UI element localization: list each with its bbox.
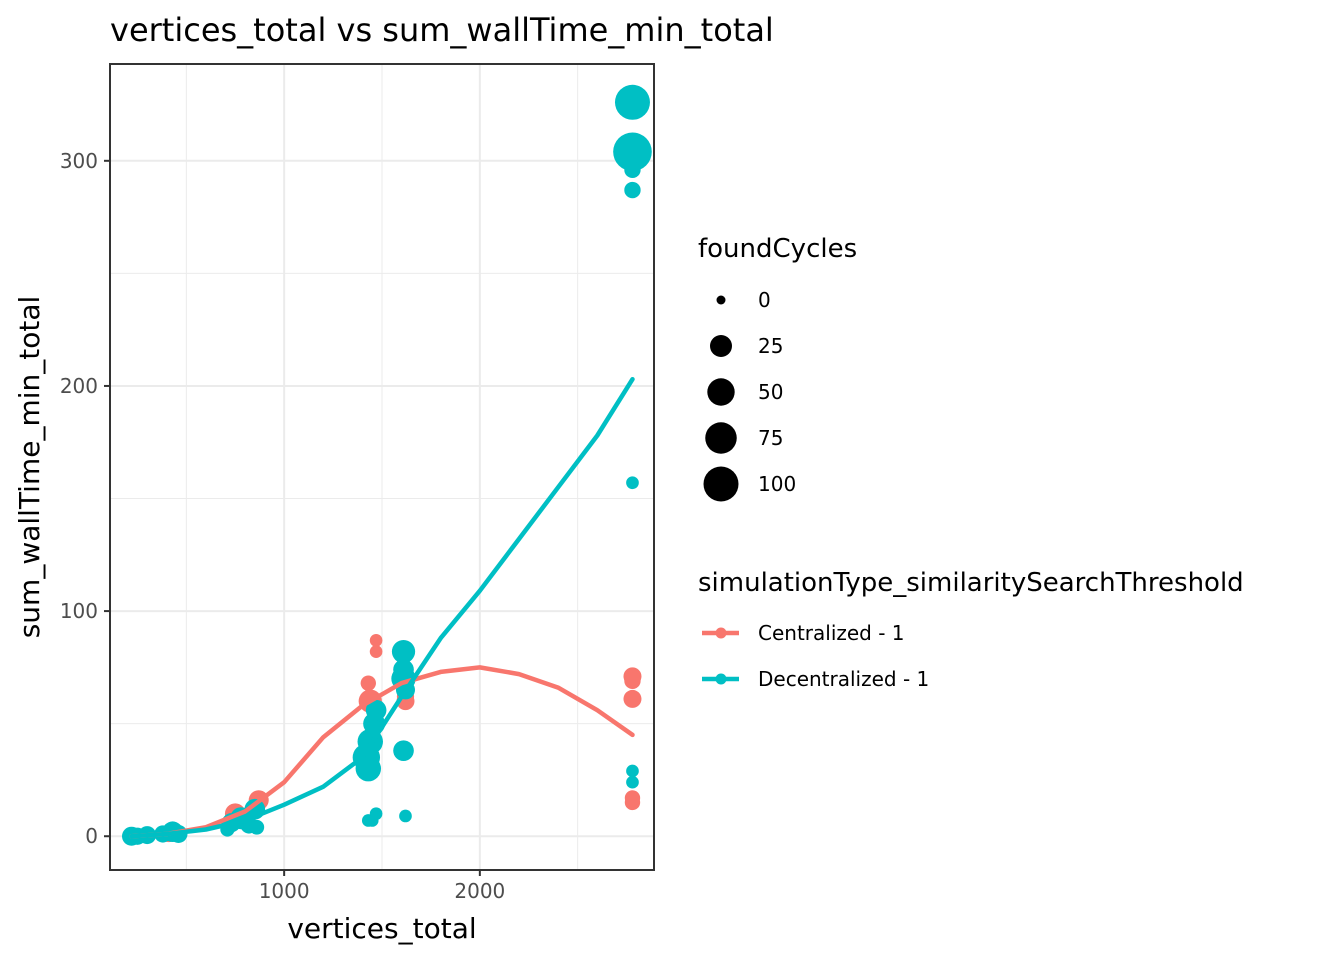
data-point [624, 672, 641, 690]
data-point [355, 755, 382, 782]
data-point [393, 740, 414, 761]
size-legend-label: 50 [758, 380, 783, 404]
size-legend-key [707, 378, 735, 406]
trend-lines [129, 376, 635, 839]
size-legend-key [710, 335, 732, 357]
x-axis-label: vertices_total [287, 912, 476, 945]
trend-line [129, 376, 635, 839]
grid-minor [110, 64, 654, 870]
size-legend-label: 25 [758, 334, 783, 358]
data-point [626, 775, 639, 789]
size-legend: foundCycles 0 25 50 75 100 [698, 234, 857, 502]
data-point [360, 675, 376, 691]
data-point [624, 161, 641, 178]
data-point [369, 645, 383, 658]
plot-border [109, 63, 655, 871]
data-point [626, 476, 639, 490]
data-point [369, 807, 383, 821]
data-point [369, 634, 383, 647]
data-point [626, 764, 639, 778]
x-tick-label: 2000 [454, 879, 505, 903]
data-point [249, 819, 265, 835]
data-point [624, 794, 641, 811]
size-legend-label: 100 [758, 472, 796, 496]
data-point [399, 809, 412, 823]
size-legend-key [716, 295, 726, 305]
data-point [623, 689, 642, 708]
data-point [614, 84, 650, 120]
color-legend-title: simulationType_similaritySearchThreshold [698, 568, 1244, 598]
grid-major [110, 64, 654, 870]
x-axis: 1000 2000 [259, 870, 505, 903]
color-legend-label: Decentralized - 1 [758, 667, 929, 691]
size-legend-label: 0 [758, 288, 771, 312]
color-legend: simulationType_similaritySearchThreshold… [698, 568, 1244, 691]
data-point [391, 639, 416, 664]
plot-panel [109, 63, 655, 871]
chart-title: vertices_total vs sum_wallTime_min_total [110, 11, 774, 49]
color-legend-dot [715, 627, 727, 639]
color-legend-entries: Centralized - 1 Decentralized - 1 [702, 621, 929, 691]
size-legend-label: 75 [758, 426, 783, 450]
y-tick-label: 100 [60, 599, 98, 623]
y-tick-label: 0 [85, 824, 98, 848]
y-axis: 0 100 200 300 [60, 149, 110, 848]
color-legend-label: Centralized - 1 [758, 621, 905, 645]
color-legend-dot [715, 673, 727, 685]
size-legend-title: foundCycles [698, 234, 857, 264]
data-point [365, 699, 387, 721]
size-legend-key [705, 422, 737, 454]
y-tick-label: 300 [60, 149, 98, 173]
y-axis-label: sum_wallTime_min_total [13, 296, 46, 639]
trend-line [129, 665, 635, 839]
size-legend-entries: 0 25 50 75 100 [703, 288, 796, 502]
x-tick-label: 1000 [259, 879, 310, 903]
size-legend-key [703, 466, 739, 502]
y-tick-label: 200 [60, 374, 98, 398]
data-point [613, 132, 652, 172]
data-point [624, 181, 641, 199]
